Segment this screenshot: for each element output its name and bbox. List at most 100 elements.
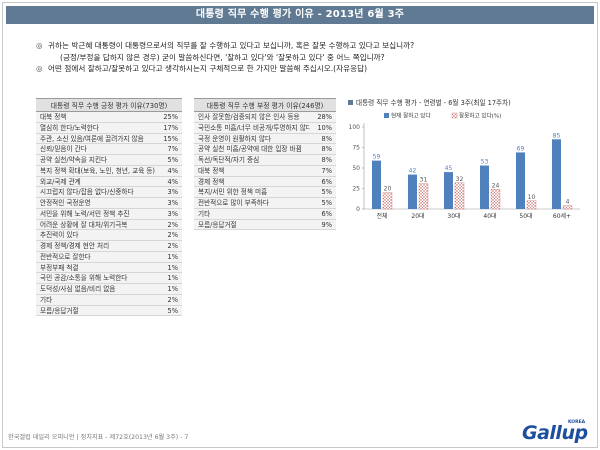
data-label-negative: 20 (384, 186, 392, 193)
data-label-positive: 45 (445, 165, 453, 172)
table-row: 전반적으로 잘한다 1% (36, 252, 182, 263)
question-1: ◎ 귀하는 박근혜 대통령이 대통령으로서의 직무를 잘 수행하고 있다고 보십… (36, 40, 576, 52)
bar-positive (372, 160, 381, 209)
y-tick-label: 100 (349, 124, 361, 131)
x-tick-label: 60세+ (553, 212, 571, 220)
row-value: 6% (321, 209, 332, 218)
negative-reasons-table: 대통령 직무 수행 부정 평가 이유(246명) 인사 잘못함/검증되지 않은 … (194, 98, 336, 231)
row-label: 복지/서민 위한 정책 미흡 (198, 188, 268, 197)
chart-title-text: 대통령 직무 수행 평가 - 연령별 - 6월 3주(최일 17주차) (356, 99, 511, 107)
row-label: 국정 운영이 원활하지 않다 (198, 134, 272, 143)
legend-label: 현재 잘하고 있다 (391, 112, 431, 120)
row-label: 국민 공감/소통을 위해 노력한다 (40, 274, 128, 283)
row-value: 25% (163, 113, 178, 121)
bar-positive (480, 165, 489, 209)
row-label: 주관, 소신 있음/여론에 끌려가지 않음 (40, 134, 144, 143)
row-value: 3% (167, 209, 178, 218)
data-label-negative: 31 (420, 177, 428, 184)
row-value: 3% (167, 199, 178, 207)
data-label-positive: 42 (409, 168, 417, 175)
question-2-text: 어떤 점에서 잘하고/잘못하고 있다고 생각하시는지 구체적으로 한 가지만 말… (48, 64, 368, 73)
x-tick-label: 50대 (519, 212, 532, 220)
row-value: 5% (167, 306, 178, 315)
bar-positive (552, 139, 561, 209)
data-label-positive: 53 (481, 159, 489, 166)
row-label: 부정부패 척결 (40, 263, 79, 272)
row-value: 4% (167, 166, 178, 175)
row-value: 15% (163, 134, 178, 143)
table-row: 대북 정책 7% (194, 166, 336, 177)
row-label: 외교/국제 관계 (40, 177, 81, 186)
negative-table-header: 대통령 직무 수행 부정 평가 이유(246명) (194, 98, 336, 112)
square-bullet-icon (348, 100, 353, 105)
gallup-logo: Gallup KOREA (522, 420, 594, 444)
y-tick-label: 0 (356, 206, 360, 213)
data-label-negative: 32 (456, 176, 464, 183)
y-tick-label: 75 (352, 145, 360, 152)
x-tick-label: 20대 (411, 212, 424, 220)
table-row: 기타 6% (194, 209, 336, 220)
logo-korea: KOREA (568, 420, 586, 425)
row-value: 1% (167, 274, 178, 283)
row-value: 28% (317, 113, 332, 121)
table-row: 복지/서민 위한 정책 미흡 5% (194, 187, 336, 198)
table-row: 부정부패 척결 1% (36, 263, 182, 274)
row-label: 독선/독단적/자기 중심 (198, 156, 260, 164)
positive-table-header: 대통령 직무 수행 긍정 평가 이유(730명) (36, 98, 182, 112)
row-label: 대북 정책 (198, 166, 225, 175)
bar-negative (382, 192, 393, 210)
data-label-negative: 10 (528, 194, 536, 201)
row-label: 도덕성/사심 없음/비리 없음 (40, 285, 116, 293)
table-row: 도덕성/사심 없음/비리 없음 1% (36, 284, 182, 295)
table-row: 서민을 위해 노력/서민 정책 추진 3% (36, 209, 182, 220)
row-value: 1% (167, 252, 178, 261)
table-row: 대북 정책 25% (36, 112, 182, 123)
table-row: 안정적인 국정운영 3% (36, 198, 182, 209)
row-value: 7% (167, 145, 178, 154)
row-label: 신뢰/믿음이 간다 (40, 145, 87, 154)
table-row: 기타 2% (36, 295, 182, 306)
row-value: 5% (321, 188, 332, 197)
page-title: 대통령 직무 수행 평가 이유 - 2013년 6월 3주 (6, 6, 594, 24)
row-value: 5% (321, 199, 332, 207)
bullet-icon: ◎ (36, 41, 43, 50)
table-row: 전반적으로 많이 부족하다 5% (194, 198, 336, 209)
table-row: 복지 정책 확대(보육, 노인, 청년, 교육 등) 4% (36, 166, 182, 177)
row-value: 17% (163, 123, 178, 132)
bar-positive (444, 172, 453, 209)
data-label-positive: 69 (517, 145, 525, 152)
logo-wordmark: Gallup (522, 422, 588, 444)
row-value: 2% (167, 295, 178, 304)
age-chart: 대통령 직무 수행 평가 - 연령별 - 6월 3주(최일 17주차) 0 25 5… (336, 97, 586, 227)
row-label: 전반적으로 많이 부족하다 (198, 199, 269, 207)
row-value: 3% (167, 188, 178, 197)
chart-title: 대통령 직무 수행 평가 - 연령별 - 6월 3주(최일 17주차) (348, 97, 511, 107)
question-1-followup-text: (긍정/부정을 답하지 않은 경우) 굳이 말씀하신다면, '잘하고 있다'와 … (60, 52, 385, 62)
row-label: 전반적으로 잘한다 (40, 252, 91, 261)
row-label: 모름/응답거절 (40, 306, 79, 315)
table-row: 열심히 한다/노력한다 17% (36, 123, 182, 134)
data-label-positive: 85 (553, 132, 561, 139)
row-value: 2% (167, 231, 178, 240)
positive-table-body: 대북 정책 25% 열심히 한다/노력한다 17% 주관, 소신 있음/여론에 끌려가지… (36, 112, 182, 317)
question-1-followup: (긍정/부정을 답하지 않은 경우) 굳이 말씀하신다면, '잘하고 있다'와 … (36, 52, 576, 64)
table-row: 국민 공감/소통을 위해 노력한다 1% (36, 273, 182, 284)
table-row: 주관, 소신 있음/여론에 끌려가지 않음 15% (36, 134, 182, 145)
row-label: 열심히 한다/노력한다 (40, 123, 99, 132)
bar-negative (454, 182, 465, 210)
negative-table-body: 인사 잘못함/검증되지 않은 인사 등용 28% 국민소통 미흡/너무 비공개/투명… (194, 112, 336, 231)
row-label: 경제 정책/경제 현안 처리 (40, 242, 110, 250)
footer-text: 한국갤럽 데일리 오피니언 | 정치지표 - 제72호(2013년 6월 3주)… (8, 434, 189, 441)
table-row: 독선/독단적/자기 중심 8% (194, 155, 336, 166)
row-value: 8% (321, 145, 332, 154)
bar-negative (526, 200, 537, 210)
row-label: 서민을 위해 노력/서민 정책 추진 (40, 209, 130, 218)
table-row: 경제 정책 6% (194, 177, 336, 188)
row-value: 9% (321, 220, 332, 229)
row-label: 공약 실천 미흡/공약에 대한 입장 바뀜 (198, 145, 302, 154)
row-value: 6% (321, 177, 332, 186)
table-row: 경제 정책/경제 현안 처리 2% (36, 241, 182, 252)
row-label: 국민소통 미흡/너무 비공개/투명하지 않다 (198, 123, 310, 132)
row-label: 기타 (40, 295, 53, 304)
